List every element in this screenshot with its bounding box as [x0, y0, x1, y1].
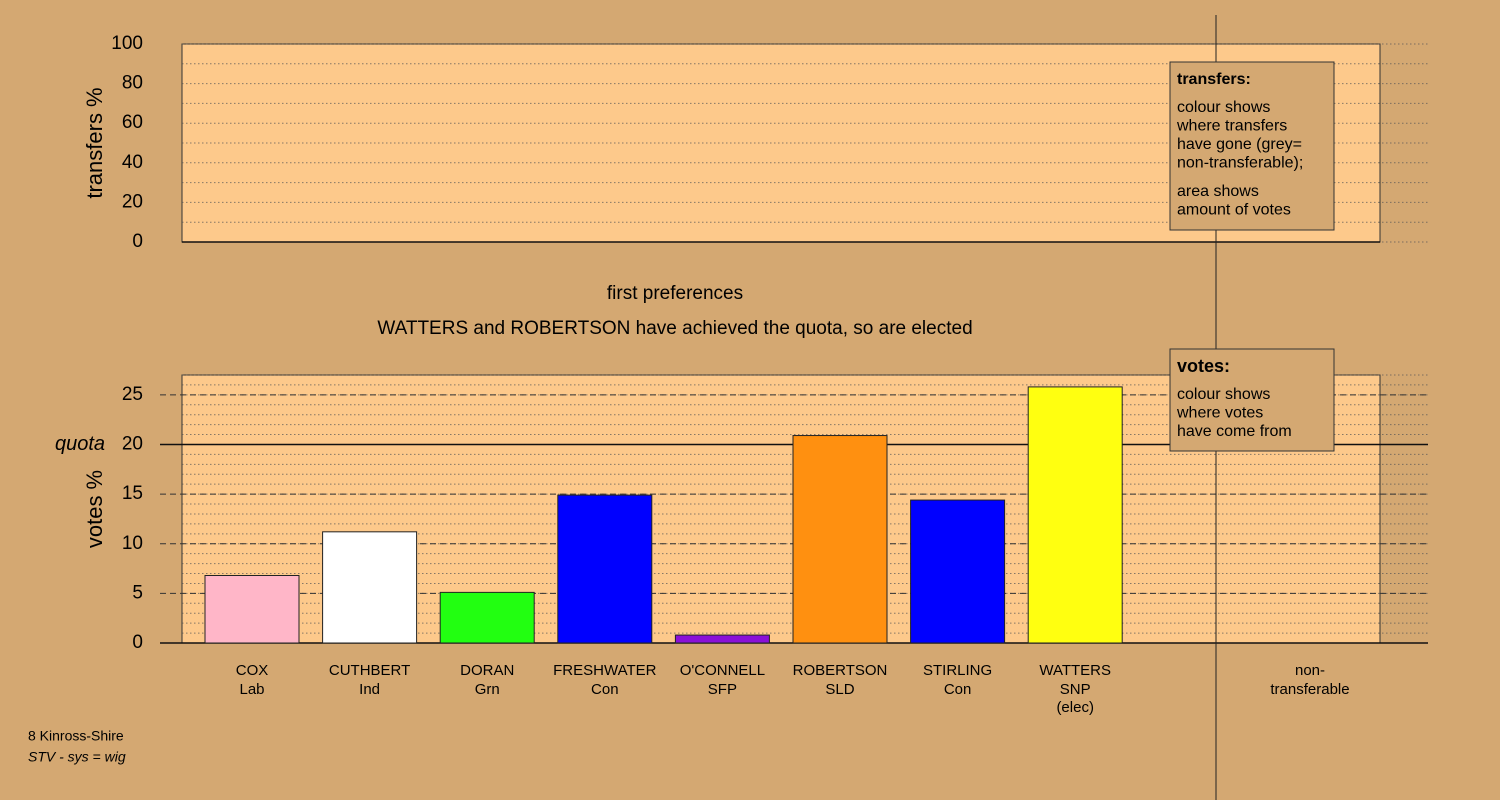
y-tick-label: 15 [122, 483, 143, 504]
y-tick-label: 0 [132, 632, 143, 653]
party-label: Ind [359, 681, 380, 698]
y-axis-label: transfers % [82, 87, 107, 198]
legend-text: where transfers [1176, 118, 1287, 135]
chart-subtitle: WATTERS and ROBERTSON have achieved the … [377, 318, 972, 339]
bar [557, 494, 653, 644]
y-tick-label: 25 [122, 384, 143, 405]
y-tick-label: 100 [111, 33, 143, 54]
x-tick-label: STIRLING [923, 662, 992, 679]
x-tick-label: CUTHBERT [329, 662, 410, 679]
legend-text: colour shows [1177, 99, 1270, 116]
footer-region: 8 Kinross-Shire [28, 728, 124, 744]
y-tick-label: 60 [122, 112, 143, 133]
nontransferable-label: non- [1295, 662, 1325, 679]
legend-text: amount of votes [1177, 202, 1291, 219]
party-label: Con [591, 681, 619, 698]
party-label: Lab [239, 681, 264, 698]
x-tick-label: WATTERS [1039, 662, 1111, 679]
bar [792, 435, 888, 644]
bar [674, 634, 770, 644]
nontransferable-label: transferable [1270, 681, 1349, 698]
footer-system: STV - sys = wig [28, 749, 126, 765]
y-axis-label: votes % [82, 470, 107, 548]
status-label: (elec) [1056, 699, 1094, 716]
party-label: Con [944, 681, 972, 698]
legend-text: have gone (grey= [1177, 136, 1302, 153]
legend-title: votes: [1177, 356, 1230, 376]
bar [1027, 386, 1123, 644]
party-label: SLD [825, 681, 854, 698]
bar [910, 499, 1006, 644]
legend-text: have come from [1177, 423, 1292, 440]
y-tick-label: 40 [122, 152, 143, 173]
party-label: Grn [475, 681, 500, 698]
legend-box [1169, 348, 1335, 452]
legend-text: where votes [1176, 405, 1263, 422]
quota-label: quota [55, 433, 105, 455]
bar [439, 591, 535, 644]
chart-title: first preferences [607, 283, 743, 304]
y-tick-label: 80 [122, 73, 143, 94]
bar [322, 531, 418, 644]
legend-box [1169, 61, 1335, 231]
x-tick-label: FRESHWATER [553, 662, 656, 679]
legend-text: area shows [1177, 183, 1259, 200]
y-tick-label: 10 [122, 533, 143, 554]
y-tick-label: 5 [132, 582, 143, 603]
x-tick-label: DORAN [460, 662, 514, 679]
y-tick-label: 0 [132, 231, 143, 252]
x-tick-label: COX [236, 662, 269, 679]
party-label: SFP [708, 681, 737, 698]
x-tick-label: ROBERTSON [793, 662, 888, 679]
party-label: SNP [1060, 681, 1091, 698]
y-tick-label: 20 [122, 191, 143, 212]
legend-text: non-transferable); [1177, 155, 1303, 172]
legend-title: transfers: [1177, 71, 1251, 88]
y-tick-label: 20 [122, 433, 143, 454]
bar [204, 575, 300, 644]
x-tick-label: O'CONNELL [680, 662, 765, 679]
legend-text: colour shows [1177, 386, 1270, 403]
